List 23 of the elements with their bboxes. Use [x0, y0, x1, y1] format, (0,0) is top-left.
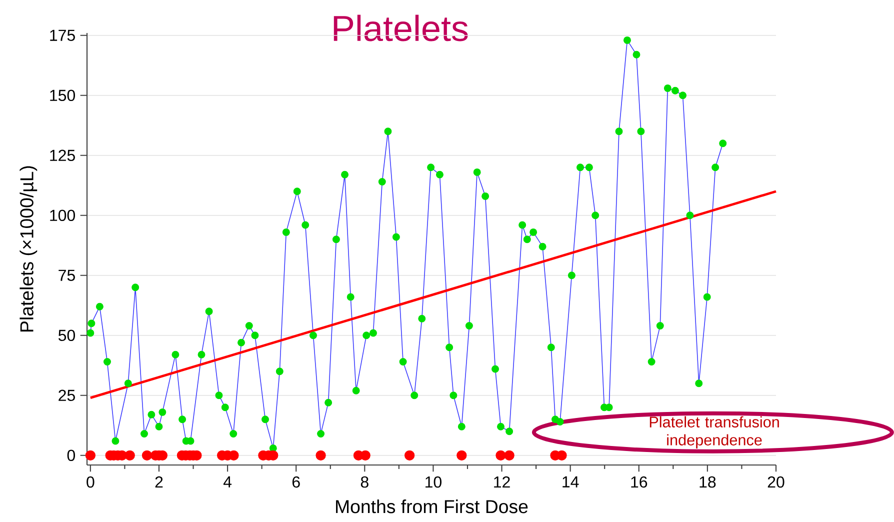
y-axis-title: Platelets (×1000/µL) — [20, 166, 38, 332]
x-tick-label: 10 — [426, 476, 442, 488]
y-tick-label: 175 — [50, 30, 75, 41]
x-tick-label: 18 — [700, 476, 716, 488]
y-tick-label: 75 — [58, 270, 75, 281]
x-tick-label: 14 — [562, 476, 579, 488]
y-tick-label: 0 — [67, 450, 76, 462]
annotation: Platelet transfusion independence — [650, 416, 779, 448]
y-tick-label: 25 — [58, 390, 75, 402]
y-tick-label: 50 — [58, 330, 76, 342]
x-tick-label: 8 — [360, 476, 368, 488]
x-tick-label: 12 — [494, 476, 510, 488]
y-tick-label: 100 — [50, 210, 76, 222]
x-tick-label: 16 — [631, 476, 648, 488]
y-tick-label: 150 — [50, 90, 76, 102]
x-tick-label: 2 — [155, 476, 163, 488]
x-tick-label: 0 — [86, 476, 94, 488]
x-axis-title: Months from First Dose — [336, 500, 528, 514]
y-tick-label: 125 — [50, 150, 75, 162]
chart-title: Platelets — [334, 14, 468, 42]
x-tick-label: 6 — [292, 476, 300, 488]
x-tick-label: 20 — [768, 476, 784, 488]
x-tick-label: 4 — [223, 476, 232, 488]
